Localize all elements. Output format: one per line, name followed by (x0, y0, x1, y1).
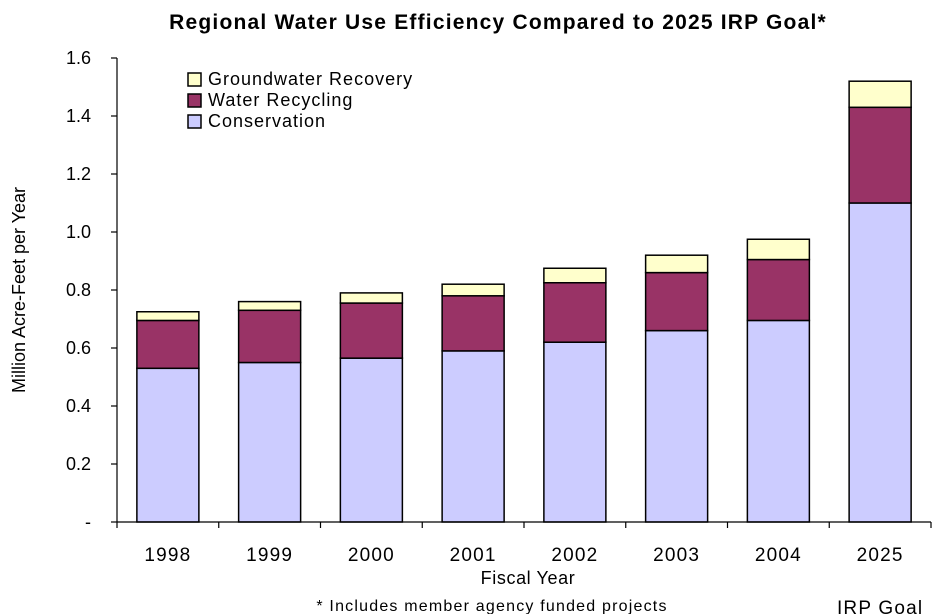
x-tick-label: 2004 (755, 545, 802, 566)
bar-water-recycling-2003 (644, 271, 709, 332)
legend-label-conservation: Conservation (208, 111, 326, 131)
x-tick-label: 2025 (857, 545, 904, 566)
y-tick-label: 1.6 (66, 48, 91, 68)
x-tick-label: 2002 (551, 545, 598, 566)
bar-groundwater-recovery-2003 (644, 254, 709, 274)
x-tick-sublabel: IRP Goal (837, 598, 923, 614)
x-tick-label: 1998 (144, 545, 191, 566)
x-tick-label: 2001 (450, 545, 497, 566)
bar-water-recycling-2025 (848, 106, 912, 204)
y-tick-label: 0.2 (66, 454, 91, 474)
bar-groundwater-recovery-2001 (441, 283, 505, 297)
bar-groundwater-recovery-1998 (136, 311, 200, 322)
bar-water-recycling-1999 (237, 309, 302, 364)
y-tick-label: 0.6 (66, 338, 91, 358)
y-tick-label: 1.0 (66, 222, 91, 242)
y-tick-label: 0.8 (66, 280, 91, 300)
legend-label-groundwater-recovery: Groundwater Recovery (208, 69, 413, 89)
x-tick-label: 2003 (653, 545, 700, 566)
bar-water-recycling-2002 (543, 282, 607, 343)
y-tick-label: 1.4 (66, 106, 91, 126)
chart-title: Regional Water Use Efficiency Compared t… (169, 11, 827, 34)
bar-groundwater-recovery-2002 (543, 267, 607, 284)
x-tick-label: 2000 (348, 545, 395, 566)
bar-groundwater-recovery-2025 (848, 80, 912, 109)
bar-conservation-2003 (644, 329, 709, 523)
x-tick-label: 1999 (246, 545, 293, 566)
legend-swatch-conservation (187, 114, 202, 129)
bar-conservation-2000 (339, 357, 404, 523)
bar-water-recycling-2000 (339, 302, 404, 359)
bar-groundwater-recovery-1999 (237, 300, 302, 312)
bar-water-recycling-1998 (136, 319, 200, 370)
footnote: * Includes member agency funded projects (316, 598, 667, 614)
y-tick-label: 1.2 (66, 164, 91, 184)
bar-conservation-2001 (441, 350, 505, 523)
legend-label-water-recycling: Water Recycling (208, 90, 353, 110)
x-axis-label: Fiscal Year (481, 568, 576, 588)
y-axis-label: Million Acre-Feet per Year (9, 187, 29, 393)
bar-conservation-1998 (136, 367, 200, 523)
plot-area: - 0.2 0.4 0.6 0.8 1.0 1.2 1.4 1.6 1998 1999 2000 200… (66, 48, 932, 614)
bar-conservation-2004 (746, 319, 811, 523)
legend-swatch-groundwater-recovery (187, 72, 202, 87)
y-tick-label: - (85, 512, 91, 532)
legend-swatch-water-recycling (187, 93, 202, 108)
bar-groundwater-recovery-2000 (339, 292, 404, 304)
bar-water-recycling-2001 (441, 295, 505, 352)
y-tick-label: 0.4 (66, 396, 91, 416)
bar-conservation-2002 (543, 341, 607, 523)
bar-conservation-1999 (237, 361, 302, 523)
bar-conservation-2025 (848, 202, 912, 523)
bar-water-recycling-2004 (746, 258, 811, 322)
bar-groundwater-recovery-2004 (746, 238, 811, 261)
